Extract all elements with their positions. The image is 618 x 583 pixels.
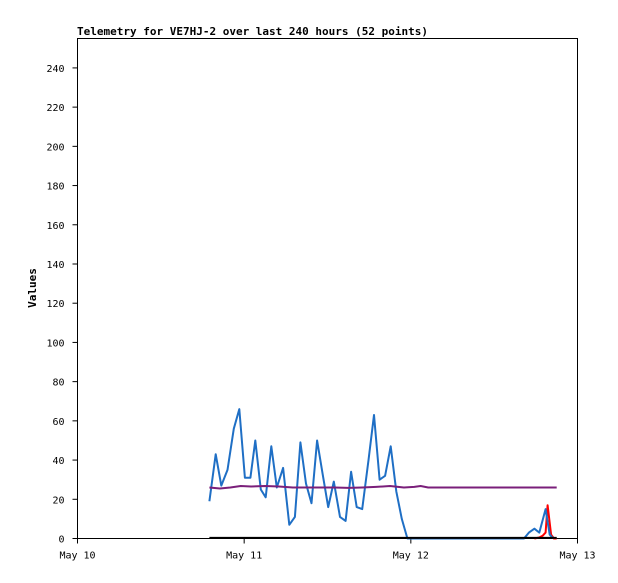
series-line-1 — [208, 408, 554, 540]
y-tick-label: 140 — [46, 260, 64, 271]
series-layer — [208, 408, 557, 540]
y-tick-label: 220 — [46, 103, 64, 114]
series-line-2 — [209, 485, 557, 490]
y-tick-label: 20 — [52, 495, 64, 506]
y-tick-label: 100 — [46, 338, 64, 349]
x-axis-ticks: May 10 May 11 May 12 May 13 — [59, 538, 596, 562]
y-tick-label: 200 — [46, 142, 64, 153]
y-tick-label: 60 — [52, 417, 64, 428]
x-tick-label: May 10 — [59, 551, 95, 562]
y-axis-ticks: 0 20 40 60 80 100 120 140 160 180 200 220 240 — [46, 64, 78, 546]
chart-title: Telemetry for VE7HJ-2 over last 240 hour… — [77, 25, 428, 38]
y-tick-label: 180 — [46, 182, 64, 193]
y-tick-label: 40 — [52, 456, 64, 467]
x-tick-label: May 13 — [559, 551, 595, 562]
x-tick-label: May 11 — [226, 551, 262, 562]
y-tick-label: 80 — [52, 378, 64, 389]
plot-frame — [77, 38, 578, 539]
y-axis-label: Values — [26, 268, 39, 308]
y-tick-label: 120 — [46, 299, 64, 310]
y-tick-label: 240 — [46, 64, 64, 75]
y-tick-label: 160 — [46, 221, 64, 232]
x-tick-label: May 12 — [393, 551, 429, 562]
y-tick-label: 0 — [58, 535, 64, 546]
